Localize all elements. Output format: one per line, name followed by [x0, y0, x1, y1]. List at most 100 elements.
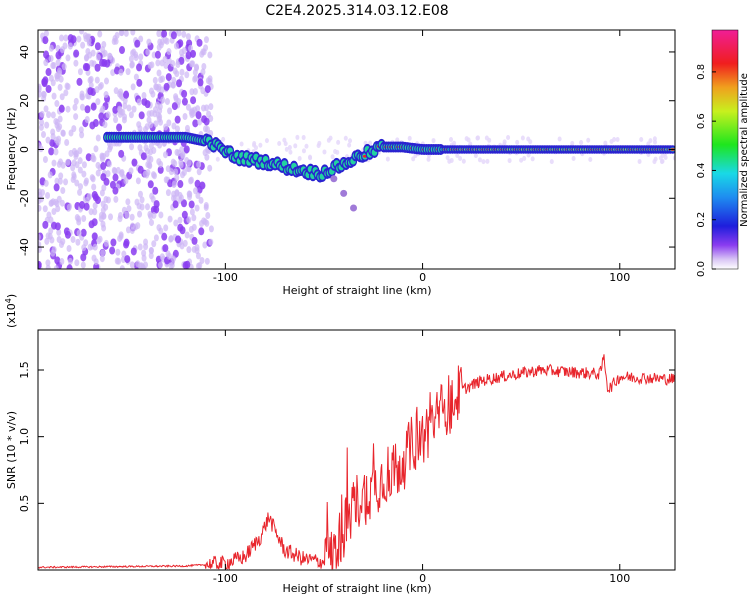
faint-speck [522, 155, 527, 161]
noise-speck [88, 220, 95, 229]
snr-series-line [38, 354, 675, 570]
noise-speck [186, 159, 192, 167]
noise-speck [100, 105, 106, 113]
noise-speck [48, 54, 54, 62]
noise-speck [174, 115, 181, 124]
noise-speck [95, 53, 101, 61]
noise-speck [43, 30, 49, 37]
noise-speck [190, 96, 197, 105]
noise-speck [208, 103, 214, 111]
noise-speck [93, 258, 99, 266]
figure-title: C2E4.2025.314.03.12.E08 [265, 3, 448, 19]
noise-speck [58, 158, 64, 166]
noise-speck [92, 202, 98, 210]
noise-speck [170, 31, 177, 40]
noise-speck [135, 222, 141, 230]
noise-speck [121, 250, 127, 258]
faint-speck [639, 136, 644, 142]
faint-speck [571, 156, 576, 162]
noise-speck [119, 265, 125, 269]
spectrogram-ytick-label: -40 [18, 238, 31, 256]
spectrogram-xtick-label: 100 [609, 271, 630, 284]
noise-speck [163, 176, 169, 184]
spectrogram-marks [38, 30, 675, 269]
faint-speck [326, 137, 331, 143]
noise-speck [98, 211, 104, 219]
snr-xtick-label: 0 [419, 572, 426, 585]
faint-speck [549, 159, 554, 165]
noise-speck [49, 236, 55, 244]
noise-speck [141, 254, 147, 262]
noise-speck [128, 55, 134, 63]
faint-speck [485, 158, 490, 164]
noise-speck [181, 89, 188, 98]
noise-speck [181, 97, 188, 106]
noise-speck [105, 196, 111, 204]
noise-speck [176, 79, 183, 88]
noise-speck [186, 246, 192, 254]
noise-speck [158, 76, 164, 84]
noise-speck [128, 167, 134, 175]
noise-speck [197, 118, 203, 126]
noise-speck [112, 173, 119, 182]
noise-speck [182, 113, 188, 121]
noise-speck [49, 138, 56, 147]
noise-speck [107, 145, 113, 153]
noise-speck [187, 193, 193, 201]
spectrogram-ylabel: Frequency (Hz) [5, 108, 18, 191]
colorbar-ticks: 0.0 0.2 0.4 0.6 0.8 [696, 64, 716, 277]
spectrogram-ytick-label: 40 [18, 45, 31, 59]
noise-speck [160, 96, 166, 104]
noise-speck [77, 183, 83, 191]
noise-speck [185, 103, 191, 111]
noise-speck [55, 205, 61, 213]
faint-speck [445, 155, 450, 161]
noise-speck [57, 115, 63, 123]
noise-speck [180, 199, 187, 208]
noise-speck [98, 82, 104, 90]
snr-xlabel: Height of straight line (km) [282, 582, 431, 595]
noise-speck [67, 257, 73, 265]
noise-speck [123, 90, 130, 99]
noise-speck [137, 210, 143, 218]
noise-speck [129, 213, 135, 221]
faint-speck [588, 156, 593, 162]
spectrogram-ytick-label: 0 [18, 146, 31, 153]
noise-speck [158, 227, 164, 235]
noise-speck [135, 177, 141, 185]
noise-speck [73, 49, 80, 58]
faint-speck [455, 153, 460, 159]
noise-speck [151, 240, 157, 248]
noise-speck [152, 186, 159, 195]
noise-speck [161, 232, 168, 241]
noise-speck [66, 244, 72, 252]
faint-speck [368, 140, 373, 146]
noise-speck [144, 100, 151, 109]
noise-speck [48, 74, 54, 82]
noise-speck [156, 69, 162, 77]
noise-speck [79, 93, 85, 101]
noise-speck [51, 62, 57, 70]
snr-multiplier-close: ) [5, 294, 18, 298]
noise-speck [173, 219, 179, 227]
noise-speck [118, 68, 124, 76]
noise-speck [91, 190, 98, 199]
faint-speck [333, 149, 338, 155]
noise-speck [176, 30, 182, 37]
spectrogram-ytick-label: -20 [18, 189, 31, 207]
noise-speck [199, 181, 206, 190]
noise-speck [79, 103, 85, 111]
noise-speck [94, 63, 101, 72]
noise-speck [168, 235, 174, 243]
faint-speck [215, 156, 220, 162]
faint-speck [506, 135, 511, 141]
faint-speck [252, 142, 257, 148]
noise-speck [63, 34, 69, 42]
spectrogram-xlabel: Height of straight line (km) [282, 284, 431, 297]
noise-speck [95, 169, 101, 177]
noise-speck [184, 231, 190, 239]
noise-speck [113, 87, 119, 95]
noise-speck [184, 71, 190, 79]
noise-speck [168, 262, 174, 269]
noise-speck [55, 59, 61, 67]
